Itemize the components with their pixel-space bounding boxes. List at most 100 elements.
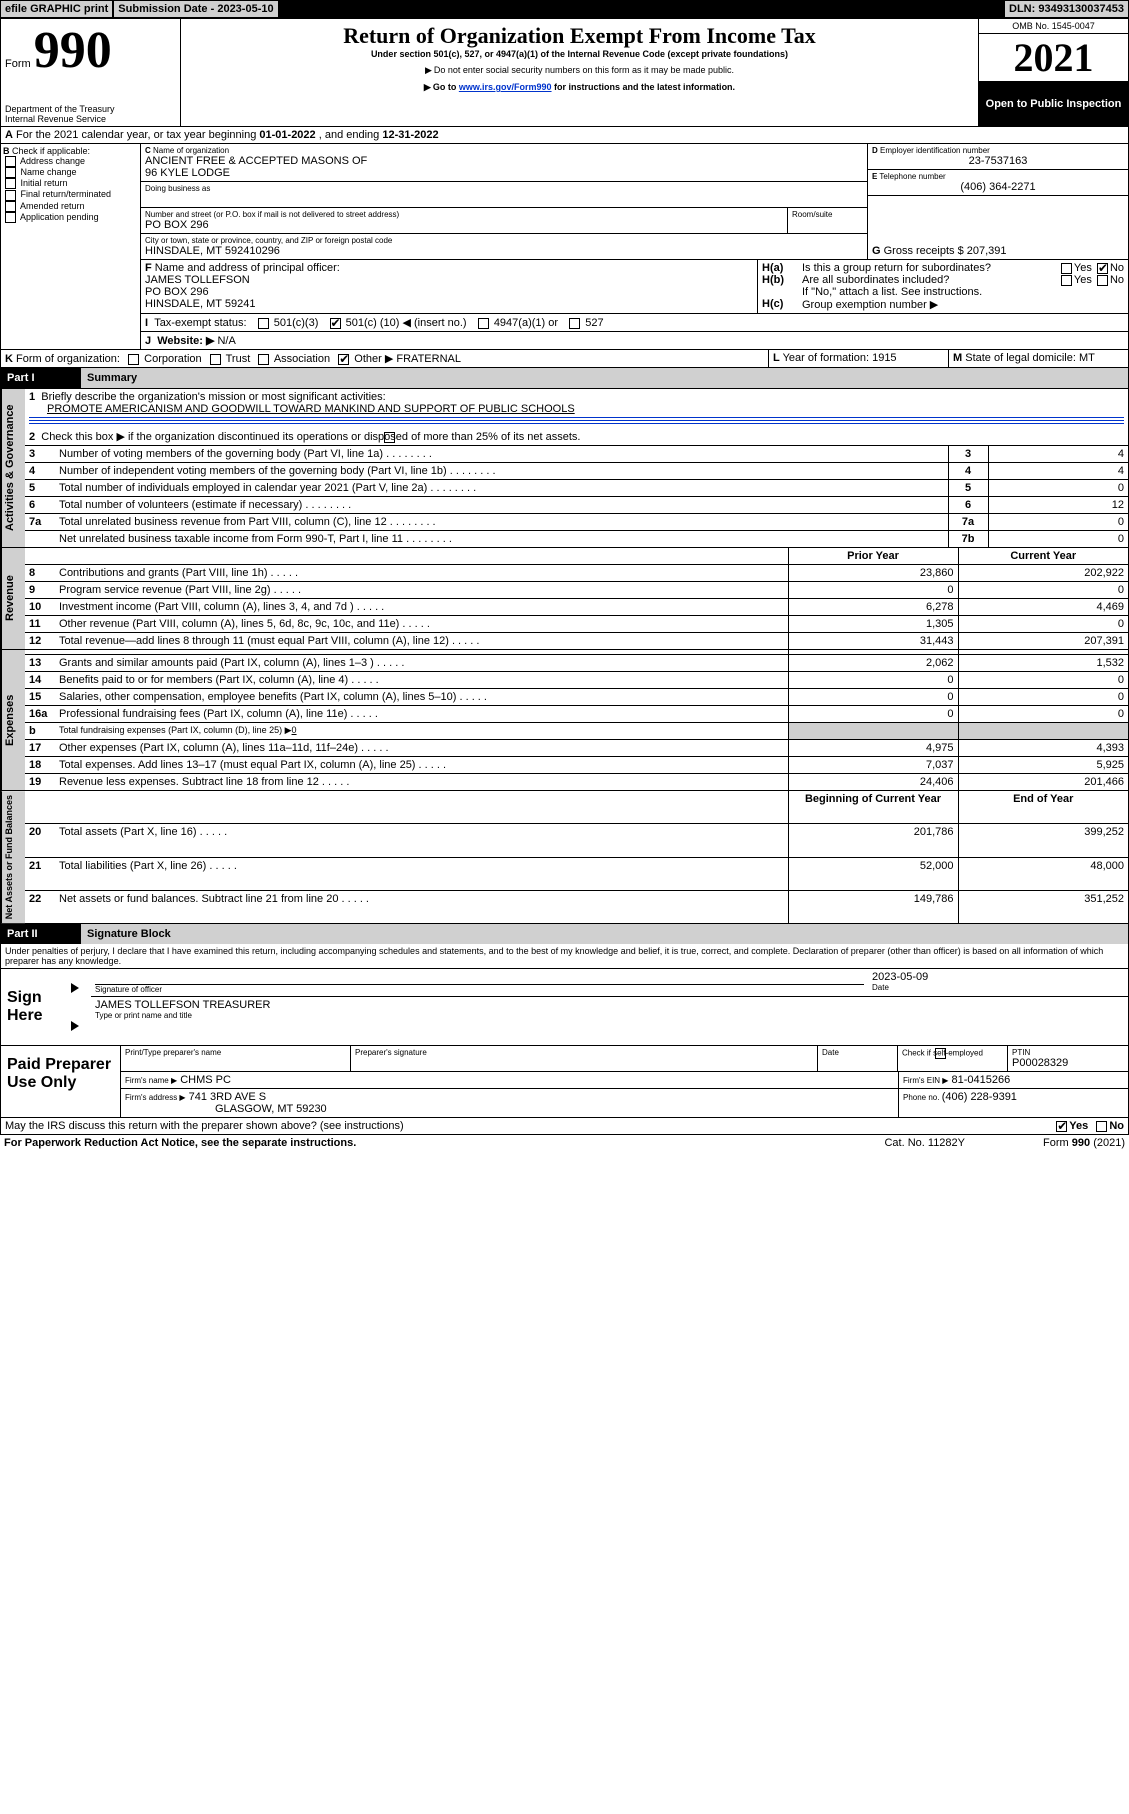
- hb-yes: Yes: [1074, 274, 1092, 286]
- table-row: 19Revenue less expenses. Subtract line 1…: [25, 774, 1128, 791]
- k-corp-checkbox[interactable]: [128, 354, 139, 365]
- k-other-checkbox[interactable]: [338, 354, 349, 365]
- dln: DLN: 93493130037453: [1004, 0, 1129, 18]
- vlabel-net: Net Assets or Fund Balances: [1, 791, 25, 923]
- year-formation: 1915: [872, 352, 896, 364]
- i-527-checkbox[interactable]: [569, 318, 580, 329]
- l2-checkbox[interactable]: [384, 432, 395, 443]
- part1-name: Summary: [81, 368, 1128, 388]
- part2-title: Part II: [1, 924, 81, 944]
- l-label: Year of formation:: [783, 352, 872, 364]
- ha-label: Is this a group return for subordinates?: [802, 262, 1059, 274]
- net-table: Beginning of Current YearEnd of Year20To…: [25, 791, 1128, 923]
- dba-label: Doing business as: [145, 184, 863, 193]
- b-item: Address change: [20, 156, 85, 166]
- firm-addr2: GLASGOW, MT 59230: [125, 1103, 327, 1115]
- k-other: Other ▶: [354, 353, 393, 365]
- pp-ptin: P00028329: [1012, 1057, 1124, 1069]
- paid-preparer-block: Paid Preparer Use Only Print/Type prepar…: [0, 1046, 1129, 1118]
- i-501c-c: ) ◀ (insert no.): [396, 317, 467, 329]
- form-sub3-pre: Go to: [433, 82, 459, 92]
- submission-label: Submission Date -: [118, 3, 217, 15]
- ha-yes: Yes: [1074, 262, 1092, 274]
- sign-here-label: Sign Here: [1, 969, 71, 1045]
- i-501c-num: 10: [384, 317, 396, 329]
- ha-no-checkbox[interactable]: [1097, 263, 1108, 274]
- b-checkbox[interactable]: [5, 178, 16, 189]
- form-link[interactable]: www.irs.gov/Form990: [459, 82, 552, 92]
- b-title: Check if applicable:: [12, 146, 90, 156]
- firm-ein: 81-0415266: [952, 1074, 1011, 1086]
- table-row: 20Total assets (Part X, line 16) . . . .…: [25, 824, 1128, 858]
- table-row: 18Total expenses. Add lines 13–17 (must …: [25, 757, 1128, 774]
- c-name-label: Name of organization: [153, 146, 229, 155]
- form-sub1: Under section 501(c), 527, or 4947(a)(1)…: [187, 49, 972, 59]
- i-label: Tax-exempt status:: [154, 317, 246, 329]
- discuss-row: May the IRS discuss this return with the…: [0, 1118, 1129, 1135]
- b-checkbox[interactable]: [5, 156, 16, 167]
- org-name-2: 96 KYLE LODGE: [145, 167, 863, 179]
- e-label: Telephone number: [879, 172, 945, 181]
- i-527: 527: [585, 317, 603, 329]
- submission-date: Submission Date - 2023-05-10: [113, 0, 278, 18]
- k-trust-checkbox[interactable]: [210, 354, 221, 365]
- form-label: Form: [5, 58, 31, 70]
- table-row: 22Net assets or fund balances. Subtract …: [25, 891, 1128, 924]
- pp-name-label: Print/Type preparer's name: [125, 1048, 346, 1057]
- table-row: 14Benefits paid to or for members (Part …: [25, 672, 1128, 689]
- l1-label: Briefly describe the organization's miss…: [41, 391, 385, 403]
- l2-text: Check this box ▶ if the organization dis…: [41, 431, 580, 443]
- irs-label: Internal Revenue Service: [5, 114, 176, 124]
- hc-label: Group exemption number ▶: [802, 298, 938, 311]
- d-label: Employer identification number: [880, 146, 990, 155]
- i-501c3-checkbox[interactable]: [258, 318, 269, 329]
- b-checkbox[interactable]: [5, 167, 16, 178]
- i-501c-checkbox[interactable]: [330, 318, 341, 329]
- ein-value: 23-7537163: [872, 155, 1124, 167]
- pp-sig-label: Preparer's signature: [355, 1048, 813, 1057]
- footer-right-form: 990: [1072, 1137, 1090, 1149]
- table-row: 9Program service revenue (Part VIII, lin…: [25, 582, 1128, 599]
- b-item: Name change: [21, 167, 77, 177]
- officer-street: PO BOX 296: [145, 286, 753, 298]
- ha-yes-checkbox[interactable]: [1061, 263, 1072, 274]
- pp-self-checkbox[interactable]: [935, 1048, 946, 1059]
- l1-value: PROMOTE AMERICANISM AND GOODWILL TOWARD …: [29, 403, 575, 415]
- j-label: Website: ▶: [157, 335, 214, 347]
- efile-button[interactable]: efile GRAPHIC print: [0, 0, 113, 18]
- line-a-begin: 01-01-2022: [259, 129, 315, 141]
- sig-date: 2023-05-09: [872, 971, 1124, 983]
- hb-no-checkbox[interactable]: [1097, 275, 1108, 286]
- page-footer: For Paperwork Reduction Act Notice, see …: [0, 1135, 1129, 1151]
- form-number: 990: [34, 22, 112, 79]
- h-note: If "No," attach a list. See instructions…: [762, 286, 1124, 298]
- g-label: Gross receipts $: [884, 245, 967, 257]
- pp-ptin-label: PTIN: [1012, 1048, 1124, 1057]
- omb-label: OMB No.: [1012, 21, 1052, 31]
- k-trust: Trust: [226, 353, 251, 365]
- i-4947-checkbox[interactable]: [478, 318, 489, 329]
- hb-yes-checkbox[interactable]: [1061, 275, 1072, 286]
- footer-mid: Cat. No. 11282Y: [884, 1137, 965, 1149]
- ha-no: No: [1110, 262, 1124, 274]
- domicile: MT: [1079, 352, 1095, 364]
- table-row: 11Other revenue (Part VIII, column (A), …: [25, 616, 1128, 633]
- f-label: Name and address of principal officer:: [155, 262, 340, 274]
- footer-right-pre: Form: [1043, 1137, 1072, 1149]
- firm-name-label: Firm's name ▶: [125, 1076, 177, 1085]
- b-checkbox[interactable]: [5, 190, 16, 201]
- rev-table: Prior YearCurrent Year8Contributions and…: [25, 548, 1128, 649]
- discuss-no-checkbox[interactable]: [1096, 1121, 1107, 1132]
- top-bar: efile GRAPHIC print Submission Date - 20…: [0, 0, 1129, 18]
- k-label: Form of organization:: [16, 353, 120, 365]
- footer-left: For Paperwork Reduction Act Notice, see …: [4, 1137, 884, 1149]
- b-checkbox[interactable]: [5, 201, 16, 212]
- k-assoc-checkbox[interactable]: [258, 354, 269, 365]
- arrow-icon: [71, 1021, 79, 1031]
- line-a-text: For the 2021 calendar year, or tax year …: [16, 129, 259, 141]
- discuss-yes-checkbox[interactable]: [1056, 1121, 1067, 1132]
- b-checkbox[interactable]: [5, 212, 16, 223]
- b-item: Final return/terminated: [21, 189, 112, 199]
- table-header: Beginning of Current YearEnd of Year: [25, 791, 1128, 824]
- k-corp: Corporation: [144, 353, 201, 365]
